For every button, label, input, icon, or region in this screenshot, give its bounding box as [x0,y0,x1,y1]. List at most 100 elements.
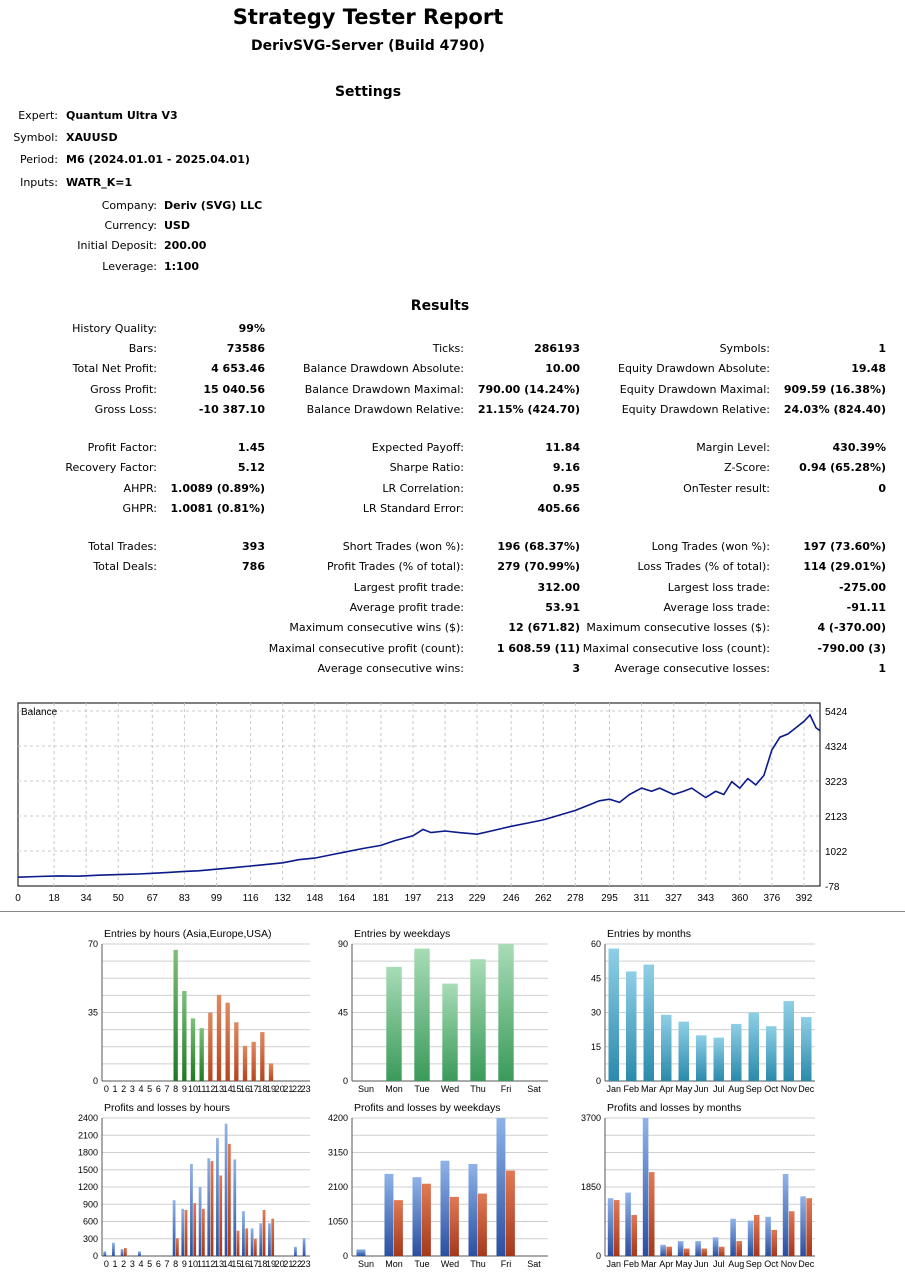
profit-bar [730,1218,736,1256]
result-label: Recovery Factor: [65,461,157,474]
chart-y-tick: 90 [338,939,348,949]
balance-x-tick: 278 [567,893,584,904]
chart-y-tick: 2100 [78,1130,98,1140]
profit-bar [242,1211,245,1256]
result-value: 197 (73.60%) [803,540,886,553]
chart-x-tick: Oct [764,1259,779,1269]
result-label: Largest loss trade: [667,581,770,594]
chart-x-tick: 14 [223,1259,233,1269]
loss-bar [753,1214,760,1256]
result-value: 393 [242,540,265,553]
result-value: 405.66 [537,502,580,515]
profit-bar [712,1237,719,1256]
chart-x-tick: 11 [197,1259,206,1269]
entry-bar [748,1012,759,1081]
chart-x-tick: Jun [694,1084,709,1094]
result-label: Z-Score: [724,461,770,474]
chart-x-tick: Mar [641,1084,657,1094]
balance-x-tick: 83 [179,893,191,904]
result-label: Sharpe Ratio: [389,461,464,474]
result-label: Expected Payoff: [371,441,464,454]
chart-x-tick: 5 [147,1259,152,1269]
result-value: 3 [572,662,580,675]
result-label: LR Standard Error: [362,502,464,515]
settings-title: Settings [334,84,402,100]
entry-bar [608,948,619,1081]
entry-bar [713,1037,724,1081]
entry-bar [225,1002,230,1081]
result-label: Total Trades: [88,540,157,553]
result-label: Maximum consecutive wins ($): [289,621,464,634]
chart-y-tick: 0 [93,1251,98,1261]
loss-bar [393,1200,403,1256]
chart-x-tick: 11 [197,1084,206,1094]
loss-bar [219,1175,223,1256]
chart-x-tick: 14 [223,1084,233,1094]
loss-bar [631,1214,637,1256]
profit-bar [440,1160,450,1256]
result-value: 279 (70.99%) [497,560,580,573]
loss-bar [613,1200,620,1256]
chart-y-tick: 1500 [78,1165,98,1175]
balance-x-tick: 246 [503,893,520,904]
result-label: Loss Trades (% of total): [637,560,770,573]
result-value: 11.84 [545,441,580,454]
result-value: 73586 [226,342,265,355]
section-divider [0,911,905,912]
result-label: Maximum consecutive losses ($): [586,621,770,634]
chart-x-tick: 3 [130,1084,135,1094]
profit-bar [782,1173,789,1256]
entry-bar [498,944,514,1081]
deposit-value: 200.00 [164,239,207,252]
profits-losses-by-months-chart: Profits and losses by months 3700 1850 0 Jan… [581,1102,815,1269]
entry-bar [643,964,654,1081]
chart-x-tick: 2 [121,1084,126,1094]
chart-y-tick: 3700 [581,1113,601,1123]
loss-bar [788,1211,795,1256]
entries-by-hours-chart: Entries by hours (Asia,Europe,USA)703500… [88,928,311,1094]
balance-x-tick: 148 [306,893,323,904]
result-value: 0 [878,482,886,495]
chart-x-tick: Jun [694,1259,709,1269]
balance-x-tick: 0 [15,893,21,904]
deposit-label: Initial Deposit: [77,239,157,252]
chart-x-tick: Dec [798,1084,815,1094]
chart-title: Profits and losses by hours [104,1102,230,1114]
chart-x-tick: 2 [121,1259,126,1269]
balance-x-tick: 132 [274,893,291,904]
loss-bar [806,1198,812,1256]
result-value: 909.59 (16.38%) [783,383,886,396]
loss-bar [253,1238,257,1256]
result-label: Total Net Profit: [72,362,157,375]
chart-y-tick: 0 [343,1076,348,1086]
entry-bar [470,959,486,1081]
chart-x-tick: Nov [781,1259,798,1269]
chart-x-tick: 23 [301,1084,311,1094]
chart-x-tick: 13 [214,1259,224,1269]
profit-bar [642,1118,649,1256]
chart-x-tick: May [675,1259,693,1269]
chart-x-tick: 15 [231,1259,241,1269]
chart-y-tick: 45 [591,973,601,983]
profit-bar [172,1200,176,1256]
chart-x-tick: Jul [713,1084,725,1094]
profit-bar [190,1164,193,1256]
chart-y-tick: 1850 [581,1182,601,1192]
result-label: Bars: [128,342,157,355]
chart-x-tick: 0 [104,1084,109,1094]
balance-x-tick: 197 [405,893,422,904]
result-label: Symbols: [719,342,770,355]
loss-bar [771,1229,777,1256]
chart-x-tick: Mar [641,1259,657,1269]
result-value: 286193 [534,342,580,355]
result-label: Average consecutive losses: [614,662,770,675]
chart-x-tick: 16 [240,1084,250,1094]
result-value: 1.45 [237,441,265,454]
result-value: 21.15% (424.70) [477,403,580,416]
result-label: Maximal consecutive profit (count): [268,642,464,655]
chart-x-tick: Sat [527,1084,541,1094]
chart-x-tick: 23 [301,1259,311,1269]
chart-x-tick: 22 [292,1084,302,1094]
chart-y-tick: 60 [591,939,601,949]
period-label: Period: [19,153,58,166]
